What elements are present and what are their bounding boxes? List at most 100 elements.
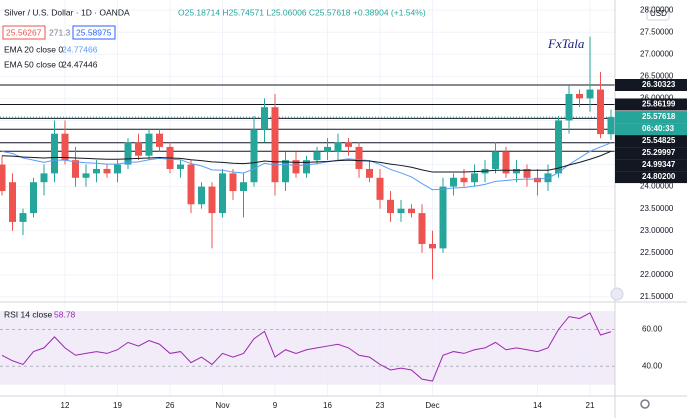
buy-button[interactable] [72,25,116,40]
candle-body [93,168,100,174]
y-tick-label: 27.00000 [640,49,674,58]
y-tick-label: 23.50000 [640,204,674,213]
candle-body [114,164,121,174]
settings-icon[interactable] [640,399,650,409]
rsi-line [1,312,612,382]
candle-body [502,151,510,174]
candle-body [450,177,457,187]
candle-body [271,107,279,183]
y-tick-label: 28.00000 [640,5,674,14]
rsi-label: RSI 14 close [4,309,52,319]
candle-body [345,142,352,147]
candle-body [513,168,520,174]
candle-body [145,133,153,156]
ema-line [1,150,612,173]
candle-body [534,177,541,183]
candle-body [397,208,405,214]
price-line-label-box [615,147,687,160]
ema20-value: 24.77466 [62,44,98,54]
candle-body [103,168,111,174]
ema50-label: EMA 50 close 0 [4,59,63,69]
candle-body [555,120,562,174]
candle-body [471,173,478,183]
price-line-label-box [615,135,687,148]
y-tick-label: 24.00000 [640,182,674,191]
price-line-label-box [615,159,687,172]
candle-body [418,213,426,244]
price-line-label-box [615,98,687,111]
candle-body [334,142,342,152]
candle-body [324,146,331,152]
y-tick-label: 21.50000 [640,292,674,301]
candle-body [597,89,604,135]
candle-body [250,129,258,183]
y-tick-label: 26.50000 [640,71,674,80]
price-line-label-box [615,79,687,92]
candle-body [51,133,58,174]
countdown-label-box [615,123,687,136]
candle-body [439,186,447,249]
candle-body [240,182,247,192]
candle-body [282,160,289,183]
x-tick-label: 14 [533,401,542,410]
price-line-label-box [615,171,687,184]
candle-body [607,117,615,135]
chart-title: Silver / U.S. Dollar · 1D · OANDA [4,7,130,17]
candle-body [208,186,216,214]
x-tick-label: Nov [215,401,229,410]
rsi-band [0,311,615,385]
candle-body [0,164,6,192]
watermark: FxTala [547,36,585,51]
price-line-label: 25.86199 [642,100,676,109]
ohlc-legend: O25.18714 H25.74571 L25.06006 C25.57618 … [178,7,426,17]
buy-price: 25.58975 [76,27,112,37]
candle-body [72,160,79,178]
x-tick-label: 16 [323,401,332,410]
rsi-tick-label: 60.00 [642,325,663,334]
rsi-tick-label: 40.00 [642,361,663,370]
candle-body [9,182,16,222]
candle-body [261,107,268,130]
candle-body [313,151,321,161]
candle-body [219,173,226,214]
candle-body [376,177,384,200]
candle-body [187,164,195,205]
y-tick-label: 22.00000 [640,270,674,279]
x-tick-label: 19 [113,401,122,410]
price-line-label: 25.29997 [642,148,676,157]
x-tick-label: 26 [166,401,175,410]
candle-body [292,160,300,174]
candle-body [523,168,531,178]
x-tick-label: 23 [376,401,385,410]
candle-body [40,173,48,183]
candle-body [303,160,310,174]
y-tick-label: 27.50000 [640,27,674,36]
price-line-label-box [615,111,687,124]
candle-body [460,177,468,183]
candle-body [366,168,373,178]
flag-icon [610,287,624,301]
candle-body [135,142,142,156]
candle-body [82,173,90,178]
ema-line [1,142,612,191]
sell-price: 25.56267 [6,27,42,37]
x-tick-label: 9 [273,401,278,410]
candle-body [229,173,237,192]
y-tick-label: 23.00000 [640,226,674,235]
price-line-label: 25.54825 [642,136,676,145]
candle-body [429,243,436,249]
currency-box[interactable] [646,6,670,21]
candle-body [492,151,499,169]
candle-body [408,208,415,214]
rsi-value: 58.78 [54,309,76,319]
countdown-label: 06:40:33 [642,124,675,133]
candle-body [355,146,363,169]
candle-body [565,93,573,121]
sell-button[interactable] [2,25,46,40]
candle-body [19,213,27,222]
candle-body [156,133,163,147]
x-tick-label: 12 [61,401,70,410]
candle-body [387,199,394,214]
ema50-value: 24.47446 [62,59,98,69]
